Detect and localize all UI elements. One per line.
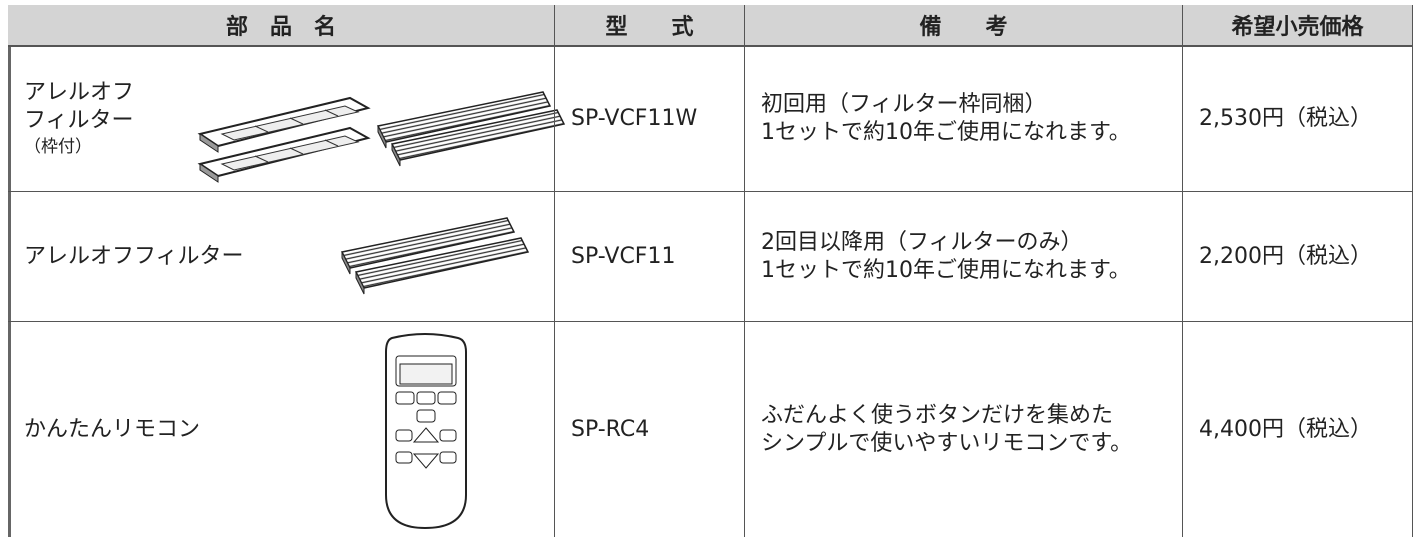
header-text: 型 式 xyxy=(605,15,694,40)
model-cell: SP-VCF11 xyxy=(555,192,745,322)
header-text: 備 考 xyxy=(919,15,1008,40)
header-cell: 型 式 xyxy=(555,5,745,47)
remarks-cell: 初回用（フィルター枠同梱） 1セットで約10年ご使用になれます。 xyxy=(745,47,1183,192)
header-cell: 備 考 xyxy=(745,5,1183,47)
price-cell: 2,200円（税込） xyxy=(1183,192,1413,322)
remarks-lines: 2回目以降用（フィルターのみ） 1セットで約10年ご使用になれます。 xyxy=(761,229,1131,285)
model-cell: SP-RC4 xyxy=(555,322,745,537)
remarks-line: 1セットで約10年ご使用になれます。 xyxy=(761,120,1131,145)
remarks-cell: ふだんよく使うボタンだけを集めた シンプルで使いやすいリモコンです。 xyxy=(745,322,1183,537)
header-text: 部 品 名 xyxy=(225,15,336,40)
remarks-lines: ふだんよく使うボタンだけを集めた シンプルで使いやすいリモコンです。 xyxy=(761,402,1132,458)
name-line: アレルオフフィルター xyxy=(24,243,244,269)
price-cell: 2,530円（税込） xyxy=(1183,47,1413,192)
name-line: アレルオフ xyxy=(24,80,135,105)
name-line: かんたんリモコン xyxy=(24,416,201,442)
name-lines: アレルオフフィルター （枠付） xyxy=(24,79,134,159)
model-text: SP-VCF11W xyxy=(571,106,698,131)
remarks-line: 1セットで約10年ご使用になれます。 xyxy=(761,257,1131,283)
name-line: フィルター xyxy=(24,108,134,133)
price-text: 2,530円（税込） xyxy=(1199,106,1372,131)
model-cell: SP-VCF11W xyxy=(555,47,745,192)
model-text: SP-RC4 xyxy=(571,416,650,442)
price-text: 4,400円（税込） xyxy=(1199,416,1372,442)
header-cell: 希望小売価格 xyxy=(1183,5,1413,47)
name-lines: アレルオフフィルター xyxy=(24,243,244,271)
name-cell: かんたんリモコン xyxy=(8,322,555,537)
price-text: 2,200円（税込） xyxy=(1199,243,1372,269)
header-text: 希望小売価格 xyxy=(1231,15,1364,40)
remarks-line: 初回用（フィルター枠同梱） xyxy=(761,92,1047,117)
model-text: SP-VCF11 xyxy=(571,243,676,269)
header-cell: 部 品 名 xyxy=(8,5,555,47)
remarks-line: 2回目以降用（フィルターのみ） xyxy=(761,229,1083,255)
remarks-line: シンプルで使いやすいリモコンです。 xyxy=(761,430,1133,456)
name-line: （枠付） xyxy=(24,137,92,157)
remarks-line: ふだんよく使うボタンだけを集めた xyxy=(761,402,1114,428)
remarks-lines: 初回用（フィルター枠同梱） 1セットで約10年ご使用になれます。 xyxy=(761,91,1131,147)
name-cell: アレルオフフィルター （枠付） xyxy=(8,47,555,192)
price-cell: 4,400円（税込） xyxy=(1183,322,1413,537)
remarks-cell: 2回目以降用（フィルターのみ） 1セットで約10年ご使用になれます。 xyxy=(745,192,1183,322)
name-lines: かんたんリモコン xyxy=(24,416,200,444)
name-cell: アレルオフフィルター xyxy=(8,192,555,322)
